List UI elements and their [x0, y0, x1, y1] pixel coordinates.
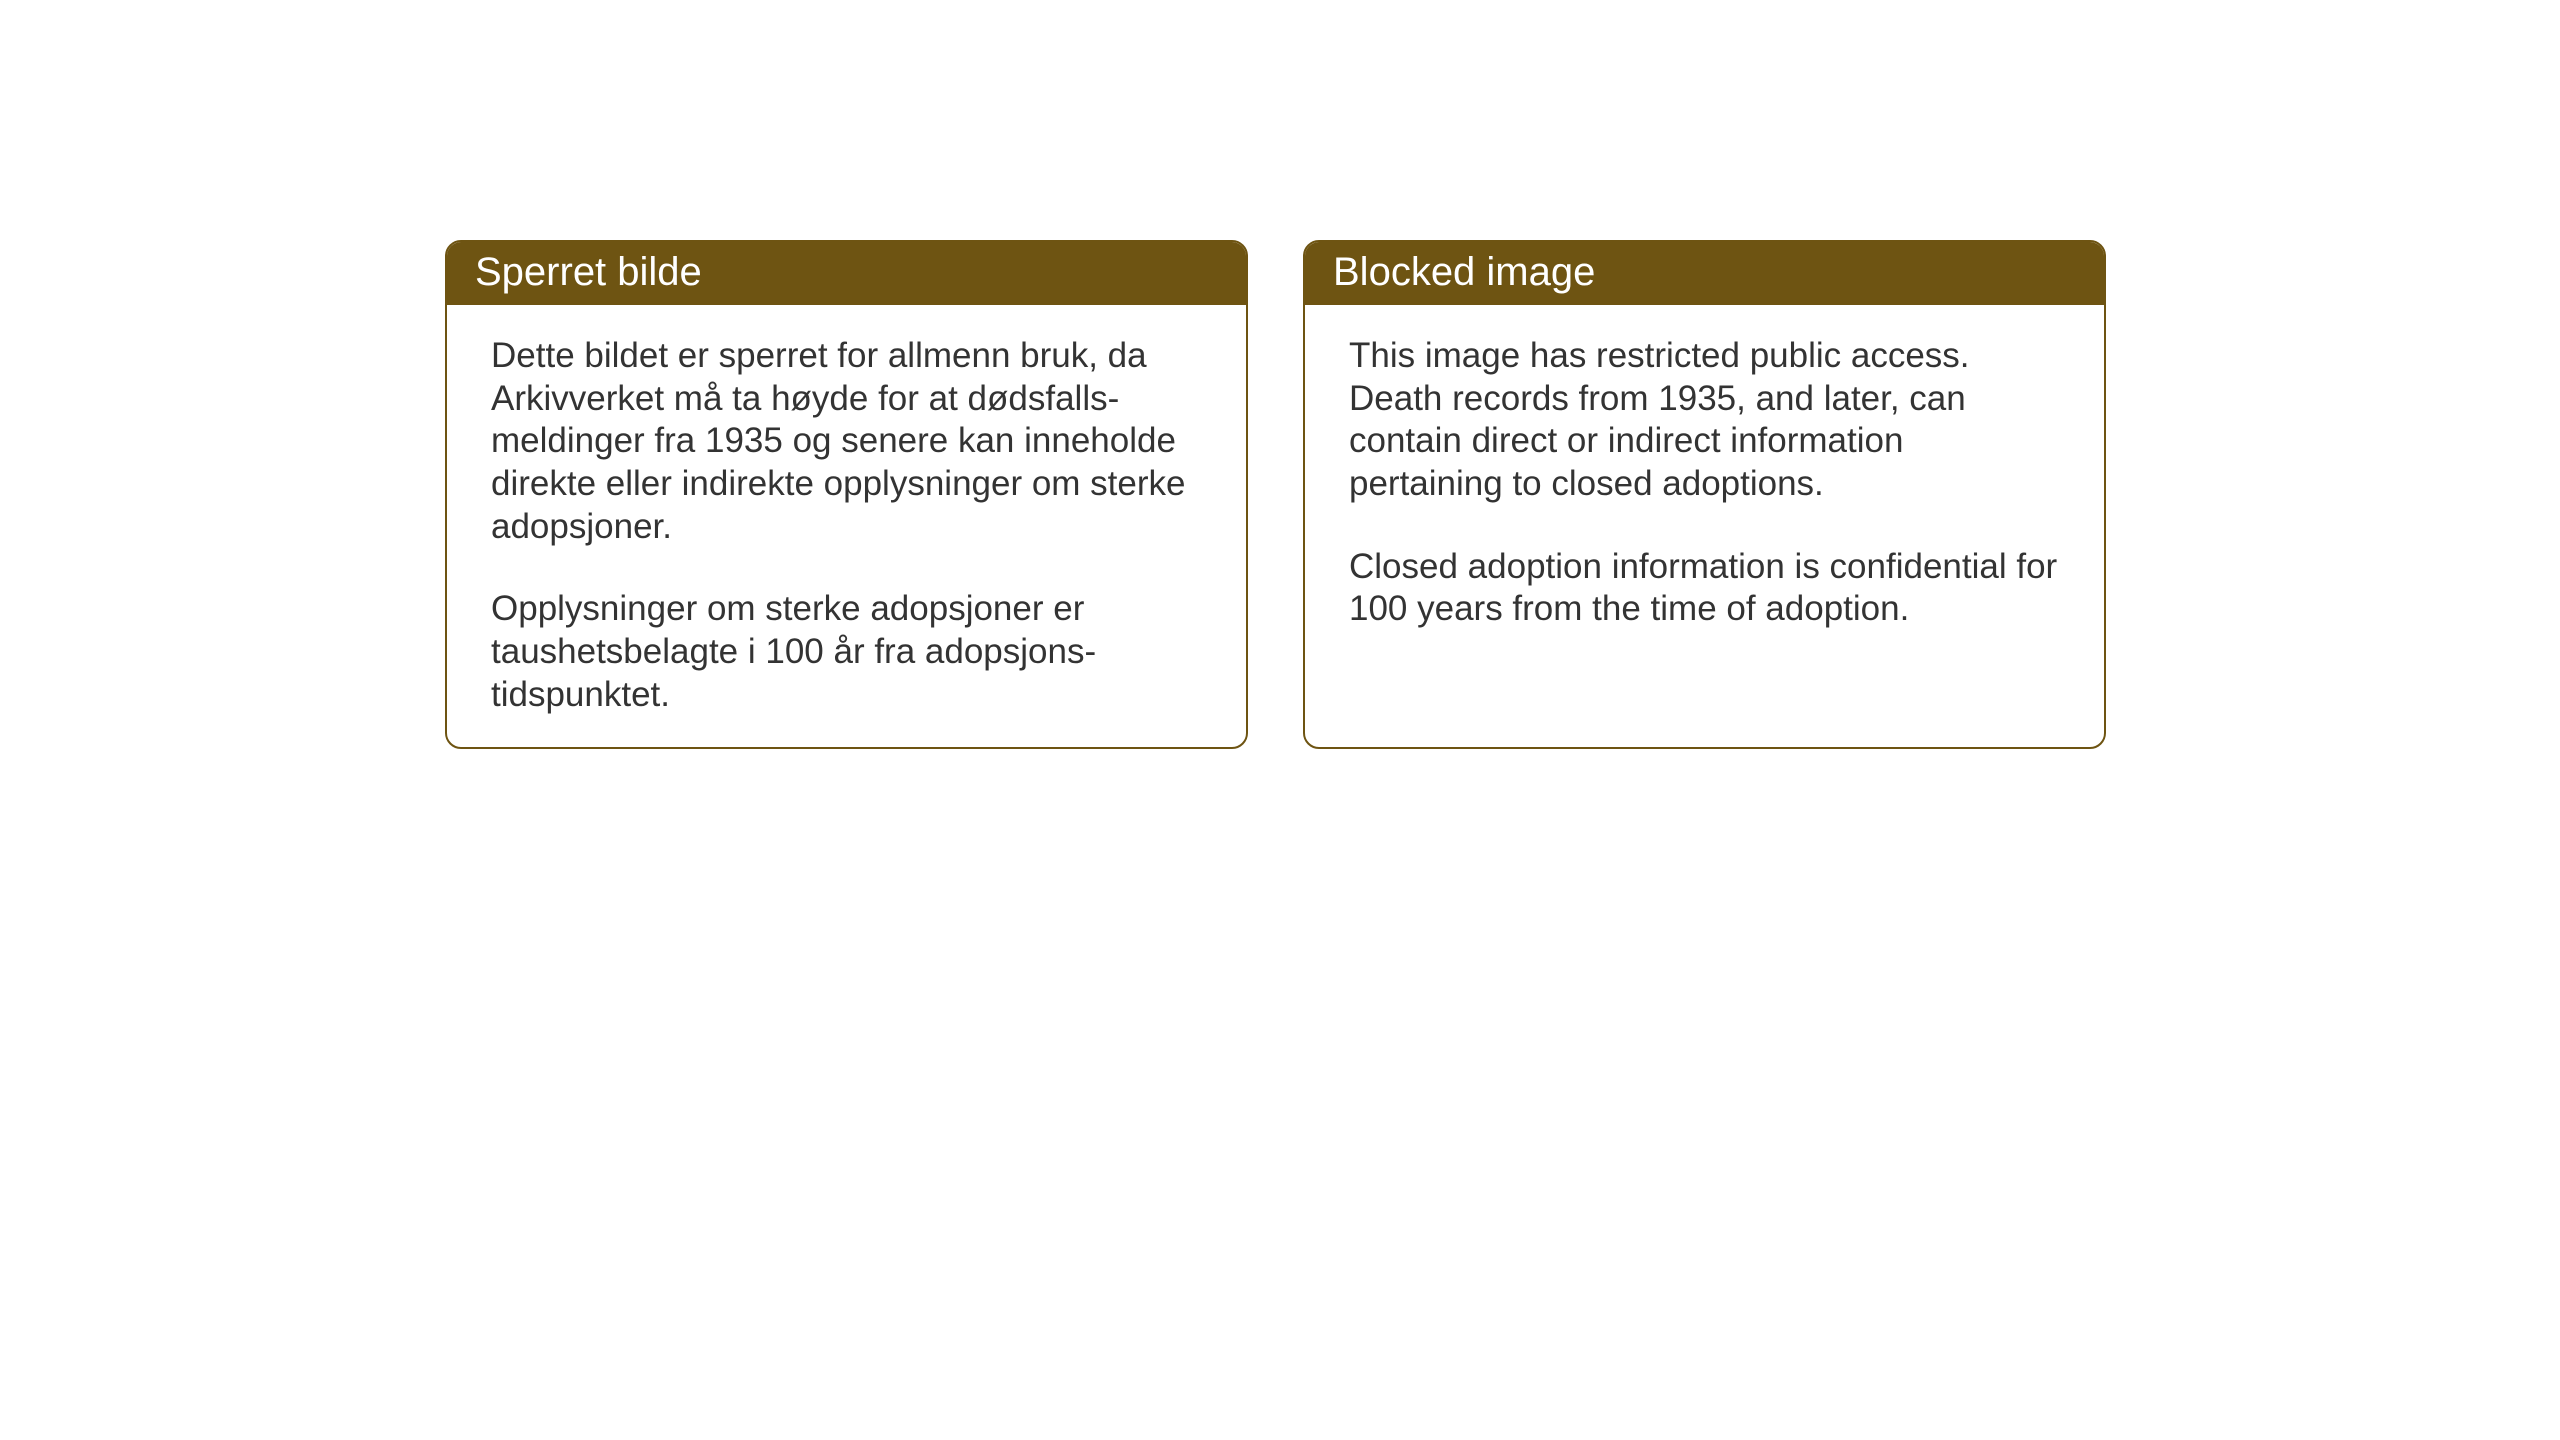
- english-notice-card: Blocked image This image has restricted …: [1303, 240, 2106, 749]
- english-paragraph-1: This image has restricted public access.…: [1349, 335, 2060, 506]
- english-card-title: Blocked image: [1305, 242, 2104, 305]
- english-paragraph-2: Closed adoption information is confident…: [1349, 546, 2060, 631]
- norwegian-notice-card: Sperret bilde Dette bildet er sperret fo…: [445, 240, 1248, 749]
- notice-container: Sperret bilde Dette bildet er sperret fo…: [445, 240, 2106, 749]
- norwegian-paragraph-2: Opplysninger om sterke adopsjoner er tau…: [491, 588, 1202, 716]
- norwegian-card-title: Sperret bilde: [447, 242, 1246, 305]
- english-card-body: This image has restricted public access.…: [1305, 305, 2104, 671]
- norwegian-paragraph-1: Dette bildet er sperret for allmenn bruk…: [491, 335, 1202, 548]
- norwegian-card-body: Dette bildet er sperret for allmenn bruk…: [447, 305, 1246, 749]
